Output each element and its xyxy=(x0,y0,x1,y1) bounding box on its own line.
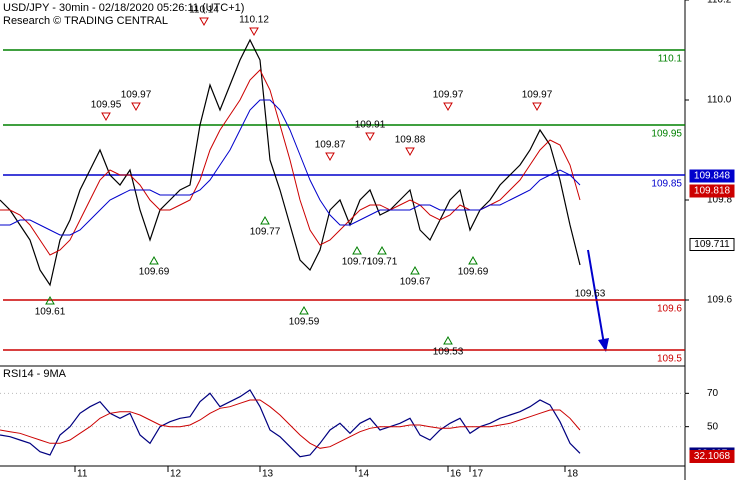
annotation-label: 110.12 xyxy=(239,15,269,26)
level-label: 109.95 xyxy=(651,129,682,140)
high-marker xyxy=(199,17,209,27)
annotation-label: 109.71 xyxy=(342,257,373,268)
chart-title: USD/JPY - 30min - 02/18/2020 05:26:11 (U… xyxy=(3,2,244,14)
low-marker xyxy=(377,245,387,255)
price-tag-label: 32.1068 xyxy=(694,451,731,462)
price-tag xyxy=(689,449,735,463)
price-tag xyxy=(689,238,735,251)
annotation-label: 109.88 xyxy=(395,135,426,146)
high-marker xyxy=(101,112,111,122)
series-line xyxy=(0,38,581,287)
annotation-label: 109.97 xyxy=(121,90,152,101)
high-marker xyxy=(249,27,259,37)
annotation-label: 109.63 xyxy=(575,289,606,300)
high-marker xyxy=(405,147,415,157)
x-tick-label: 12 xyxy=(170,469,182,480)
series-line xyxy=(0,399,581,449)
level-label: 109.85 xyxy=(651,179,682,190)
annotation-label: 109.97 xyxy=(522,90,553,101)
x-tick-label: 11 xyxy=(77,469,88,480)
price-tag-label: 109.818 xyxy=(694,186,731,197)
y-tick-label: 109.8 xyxy=(707,195,732,206)
chart-subtitle: Research © TRADING CENTRAL xyxy=(3,15,168,27)
annotation-label: 109.69 xyxy=(139,267,170,278)
y-tick-label: 50 xyxy=(707,421,719,432)
forecast-arrow xyxy=(587,249,605,345)
annotation-label: 109.69 xyxy=(458,267,489,278)
high-marker xyxy=(131,102,141,112)
x-tick-label: 14 xyxy=(358,469,370,480)
y-tick-label: 110.0 xyxy=(707,95,732,106)
annotation-label: 109.87 xyxy=(315,140,346,151)
low-marker xyxy=(45,295,55,305)
low-marker xyxy=(443,335,453,345)
low-marker xyxy=(260,215,270,225)
low-marker xyxy=(352,245,362,255)
x-tick-label: 18 xyxy=(567,469,579,480)
low-marker xyxy=(149,255,159,265)
high-marker xyxy=(365,132,375,142)
price-tag xyxy=(689,184,735,198)
annotation-label: 109.61 xyxy=(35,307,66,318)
high-marker xyxy=(532,102,542,112)
annotation-label: 110.14 xyxy=(189,5,219,16)
y-tick-label: 70 xyxy=(707,388,719,399)
level-label: 109.5 xyxy=(657,354,682,365)
annotation-label: 109.97 xyxy=(433,90,464,101)
low-marker xyxy=(468,255,478,265)
annotation-label: 109.77 xyxy=(250,227,281,238)
x-tick-label: 13 xyxy=(262,469,274,480)
price-tag-label: 109.848 xyxy=(694,171,731,182)
rsi-title: RSI14 - 9MA xyxy=(3,368,67,380)
high-marker xyxy=(325,152,335,162)
annotation-label: 109.53 xyxy=(433,347,464,358)
annotation-label: 109.95 xyxy=(91,100,122,111)
low-marker xyxy=(299,305,309,315)
price-tag-label: 109.711 xyxy=(694,239,730,250)
y-tick-label: 109.6 xyxy=(707,295,732,306)
price-tag xyxy=(689,169,735,183)
annotation-label: 109.91 xyxy=(355,120,386,131)
high-marker xyxy=(443,102,453,112)
series-line xyxy=(0,99,581,236)
x-tick-label: 16 xyxy=(450,469,462,480)
level-label: 109.6 xyxy=(657,304,682,315)
annotation-label: 109.71 xyxy=(367,257,398,268)
forecast-arrow-head xyxy=(598,338,609,352)
x-tick-label: 17 xyxy=(472,469,484,480)
annotation-label: 109.67 xyxy=(400,277,431,288)
y-tick-label: 110.2 xyxy=(707,0,732,6)
level-label: 110.1 xyxy=(658,54,683,65)
annotation-label: 109.59 xyxy=(289,317,320,328)
series-line xyxy=(0,389,581,458)
low-marker xyxy=(410,265,420,275)
